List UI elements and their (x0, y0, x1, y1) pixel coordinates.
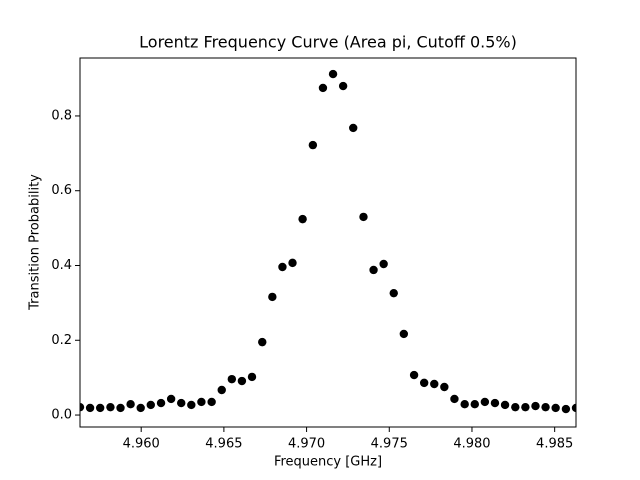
point (318, 83, 328, 93)
y-axis-label: Transition Probability (28, 174, 43, 311)
point (359, 212, 368, 222)
y-tick-label: 0.2 (51, 333, 72, 348)
point (258, 337, 267, 347)
point (207, 397, 216, 407)
point (116, 403, 125, 413)
point (126, 399, 135, 409)
point (379, 259, 388, 269)
point (349, 123, 358, 133)
point (419, 378, 429, 388)
x-tick-label: 4.970 (288, 437, 325, 452)
point (95, 403, 105, 413)
plot-area (80, 69, 576, 414)
point (521, 402, 530, 412)
point (268, 292, 277, 302)
point (409, 370, 419, 380)
point (217, 385, 226, 395)
x-tick-label: 4.980 (453, 437, 490, 452)
point (561, 404, 571, 414)
point (298, 214, 307, 224)
point (430, 379, 439, 389)
point (227, 374, 237, 384)
point (470, 399, 479, 409)
y-tick-label: 0.6 (51, 183, 72, 198)
point (551, 403, 560, 413)
x-axis-label: Frequency [GHz] (274, 455, 382, 470)
point (399, 329, 409, 339)
point (338, 81, 348, 91)
point (156, 398, 166, 408)
point (136, 403, 145, 413)
y-tick-label: 0.8 (51, 108, 72, 123)
point (571, 403, 576, 413)
point (247, 372, 257, 382)
point (511, 402, 520, 412)
x-tick-label: 4.965 (205, 437, 242, 452)
point (197, 397, 206, 407)
y-tick-label: 0.0 (51, 408, 72, 423)
point (369, 265, 378, 275)
point (187, 400, 196, 410)
chart-title: Lorentz Frequency Curve (Area pi, Cutoff… (139, 33, 517, 52)
axes-frame (79, 57, 577, 428)
y-tick-label: 0.4 (51, 258, 72, 273)
x-tick-label: 4.960 (123, 437, 160, 452)
point (237, 376, 247, 386)
point (308, 140, 318, 150)
point (541, 402, 550, 412)
x-tick-label: 4.985 (536, 437, 573, 452)
point (490, 398, 500, 408)
point (278, 262, 287, 272)
point (177, 398, 186, 408)
point (146, 400, 155, 410)
x-tick-label: 4.975 (371, 437, 408, 452)
point (166, 394, 176, 404)
point (531, 401, 540, 411)
point (389, 288, 398, 298)
point (85, 403, 95, 413)
point (440, 382, 449, 392)
point (460, 399, 469, 409)
point (480, 397, 490, 407)
point (80, 402, 85, 412)
point (288, 258, 297, 268)
point (450, 394, 459, 404)
point (106, 402, 115, 412)
point (328, 69, 338, 79)
point (500, 400, 510, 410)
